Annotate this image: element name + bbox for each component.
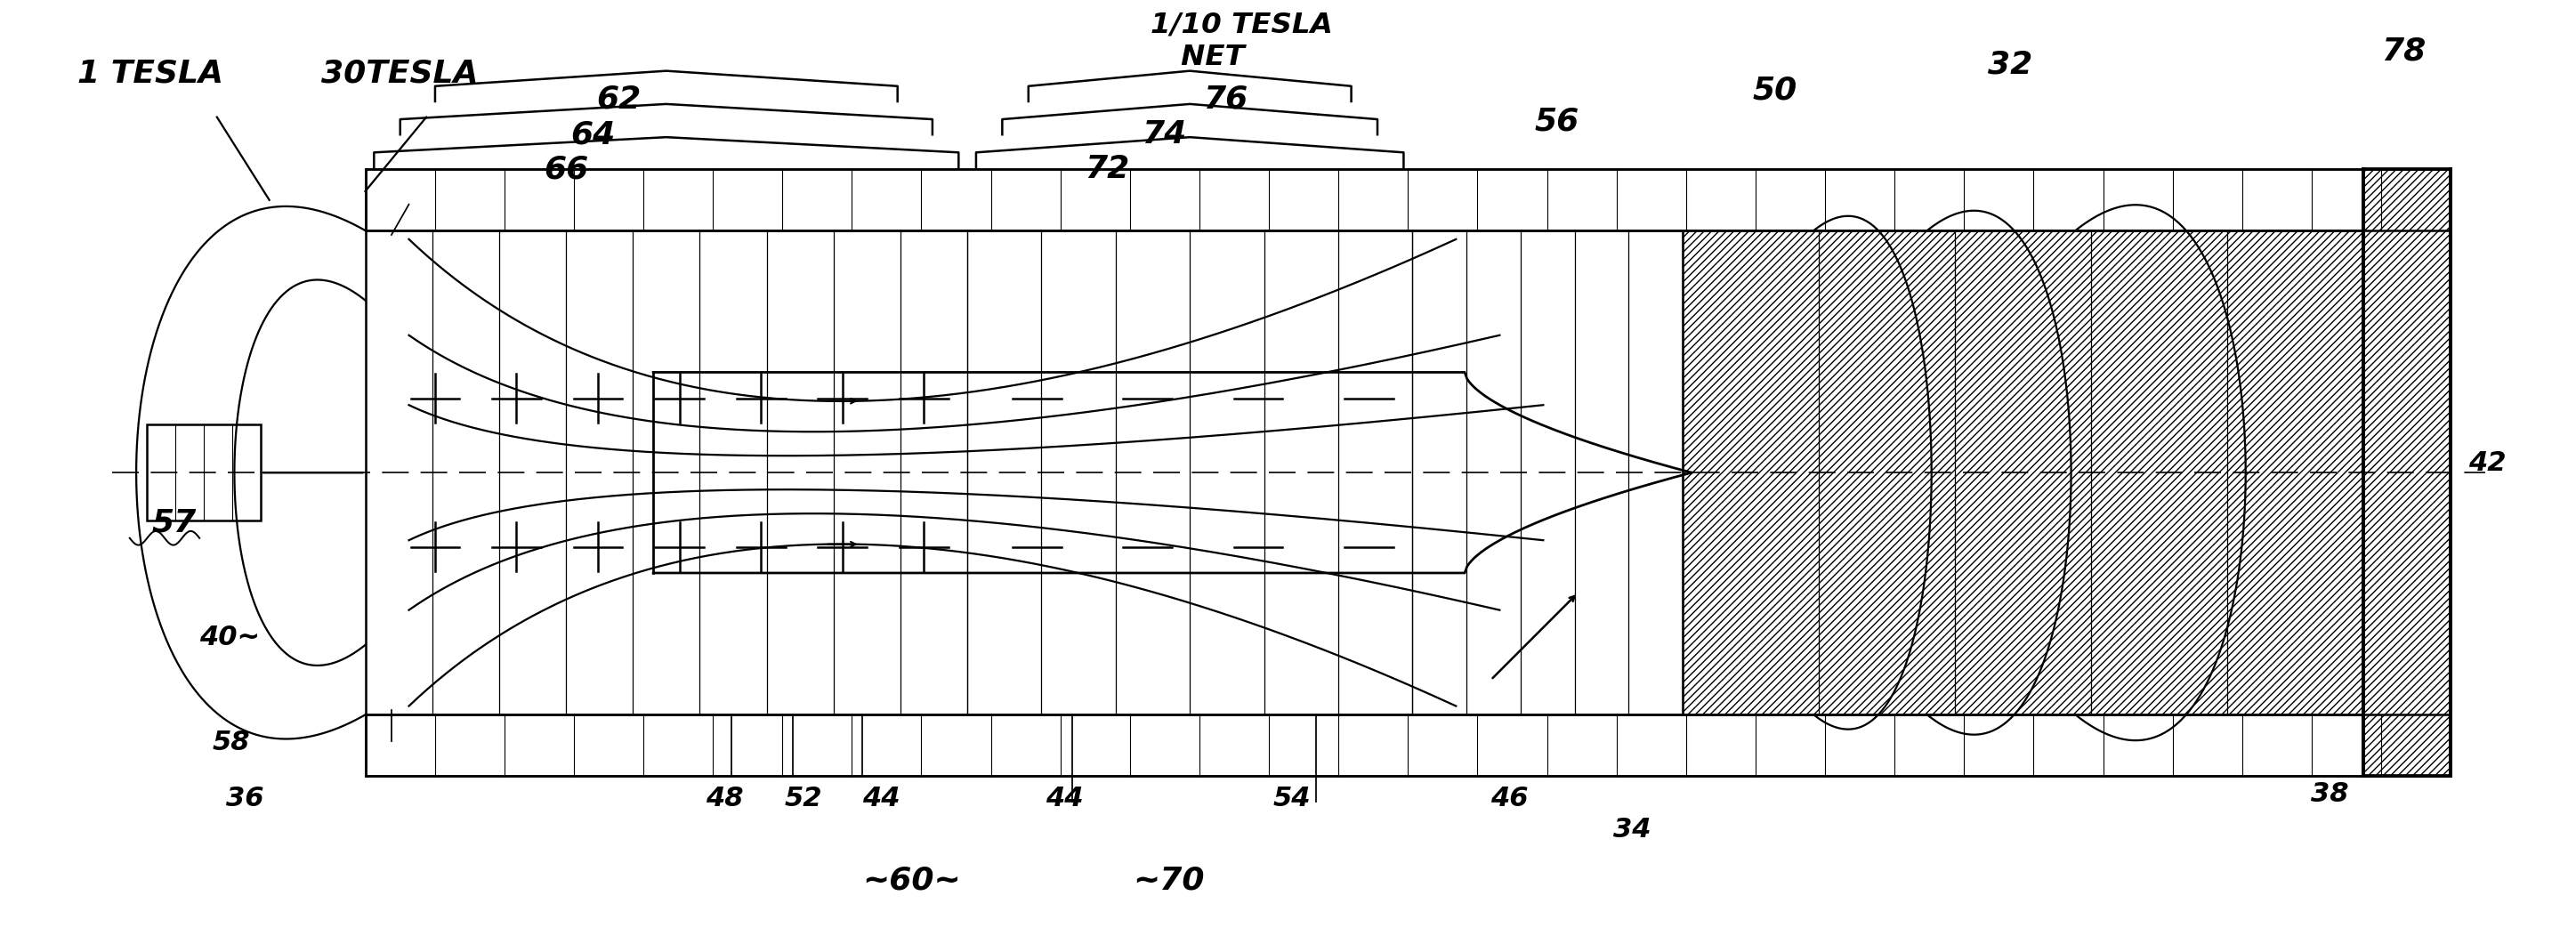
Text: ~70: ~70 <box>1133 865 1206 896</box>
Text: 76: 76 <box>1203 84 1247 114</box>
Text: 1 TESLA: 1 TESLA <box>77 58 224 88</box>
Text: 57: 57 <box>152 508 196 537</box>
Text: 72: 72 <box>1084 154 1131 185</box>
Text: 46: 46 <box>1492 786 1528 812</box>
Text: 30TESLA: 30TESLA <box>322 58 479 88</box>
Text: 40~: 40~ <box>198 625 260 651</box>
Text: 62: 62 <box>598 84 641 114</box>
Bar <box>1682 230 2362 715</box>
Text: 38: 38 <box>2311 781 2349 807</box>
Text: 44: 44 <box>863 786 902 812</box>
Bar <box>2362 170 2450 776</box>
Text: 56: 56 <box>1535 106 1579 136</box>
Bar <box>366 715 2450 776</box>
Text: 64: 64 <box>569 120 616 149</box>
Text: 44: 44 <box>1046 786 1084 812</box>
Text: 78: 78 <box>2380 36 2427 67</box>
Text: 42: 42 <box>2468 450 2506 476</box>
Text: ~60~: ~60~ <box>863 865 961 896</box>
Text: 52: 52 <box>783 786 822 812</box>
Text: 1/10 TESLA
   NET: 1/10 TESLA NET <box>1151 11 1332 71</box>
Bar <box>366 170 2450 230</box>
Text: 74: 74 <box>1141 120 1188 149</box>
Text: 58: 58 <box>214 729 250 755</box>
Text: 54: 54 <box>1273 786 1311 812</box>
Text: 34: 34 <box>1613 817 1651 843</box>
Bar <box>147 425 260 521</box>
Text: 36: 36 <box>227 786 263 812</box>
Text: 50: 50 <box>1752 75 1798 106</box>
Text: 32: 32 <box>1989 49 2032 80</box>
Text: 48: 48 <box>706 786 744 812</box>
Text: 66: 66 <box>544 154 590 185</box>
